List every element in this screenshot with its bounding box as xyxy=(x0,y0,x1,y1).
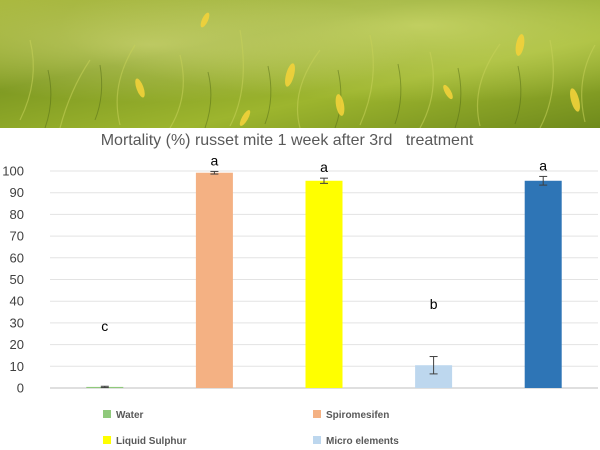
y-tick-label: 70 xyxy=(10,229,24,244)
significance-letter: a xyxy=(211,152,219,168)
significance-letter: a xyxy=(539,157,547,173)
y-tick-label: 30 xyxy=(10,315,24,330)
bar-2 xyxy=(195,172,233,388)
legend-label: Water xyxy=(116,410,144,421)
y-tick-label: 40 xyxy=(10,294,24,309)
error-bar xyxy=(539,175,548,186)
header-photo-moss xyxy=(0,0,600,128)
legend-label: Liquid Sulphur xyxy=(116,436,187,447)
legend-swatch xyxy=(313,410,321,418)
error-bar xyxy=(210,170,219,175)
legend-swatch xyxy=(103,436,111,444)
y-tick-label: 80 xyxy=(10,207,24,222)
legend-swatch xyxy=(103,410,111,418)
bar-5 xyxy=(524,180,562,388)
y-tick-label: 60 xyxy=(10,250,24,265)
chart-title: Mortality (%) russet mite 1 week after 3… xyxy=(101,132,474,149)
error-bar xyxy=(320,177,328,184)
legend-label: Spiromesifen xyxy=(326,410,389,421)
y-tick-label: 100 xyxy=(2,164,24,179)
significance-letter: b xyxy=(430,296,438,312)
chart-background xyxy=(0,128,600,450)
legend-label: Micro elements xyxy=(326,436,399,447)
y-tick-label: 10 xyxy=(10,359,24,374)
bar-3 xyxy=(305,180,343,388)
y-tick-label: 20 xyxy=(10,337,24,352)
significance-letter: a xyxy=(320,159,328,175)
bar-4 xyxy=(415,365,453,388)
significance-letter: c xyxy=(101,318,108,334)
y-tick-label: 90 xyxy=(10,185,24,200)
mortality-bar-chart: Mortality (%) russet mite 1 week after 3… xyxy=(0,128,600,450)
y-tick-label: 50 xyxy=(10,272,24,287)
error-bar xyxy=(100,385,109,389)
legend-swatch xyxy=(313,436,321,444)
y-tick-label: 0 xyxy=(17,381,24,396)
error-bar xyxy=(429,356,438,375)
